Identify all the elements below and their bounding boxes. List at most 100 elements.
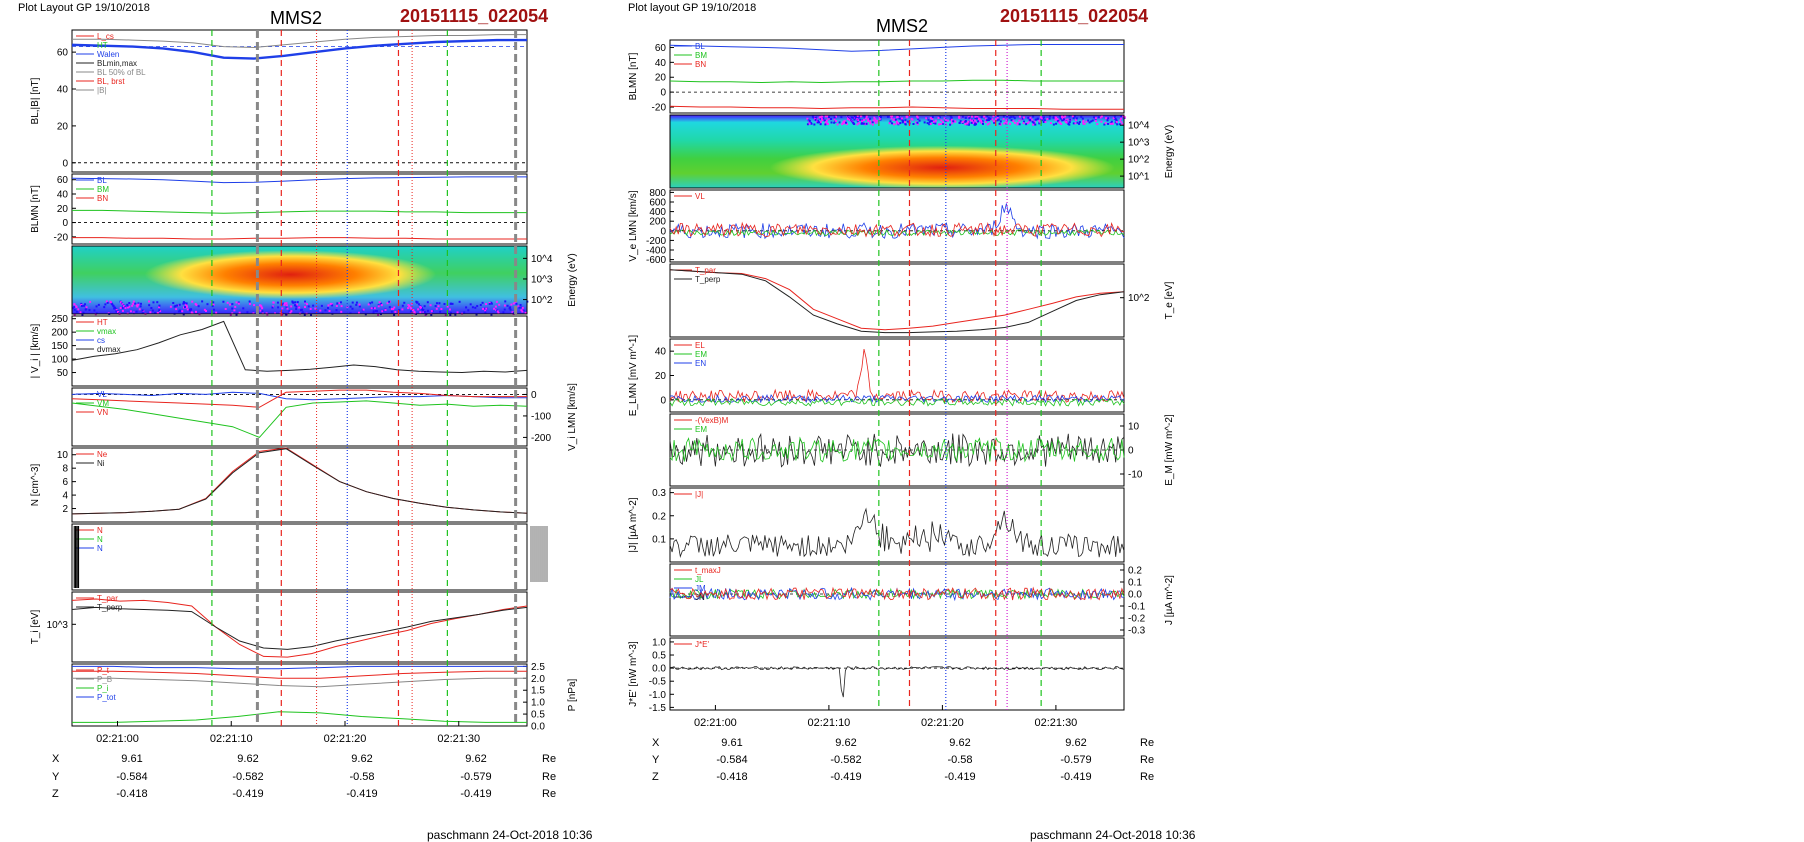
left-y-tick-label: 60	[57, 48, 69, 59]
left-position-unit: Re	[542, 753, 556, 765]
left-y-tick-label: 200	[51, 328, 68, 339]
right-spectrogram-noise-pixel	[1073, 115, 1076, 118]
right-spectrogram-noise-pixel	[902, 120, 905, 123]
left-position-value: -0.579	[460, 771, 491, 783]
left-x-tick-label: 02:21:00	[96, 733, 139, 745]
right-y-tick-label: 10^2	[1128, 155, 1150, 166]
right-spectrogram-noise-pixel	[895, 122, 898, 125]
left-spectrogram-noise-pixel	[373, 307, 376, 310]
left-spectrogram-noise-pixel	[277, 306, 280, 309]
left-panel-p	[71, 663, 528, 727]
right-spectrogram-noise-pixel	[1057, 120, 1060, 123]
right-spectrogram-noise-pixel	[869, 117, 872, 120]
right-spectrogram-noise-pixel	[1120, 121, 1123, 124]
right-spectrogram-noise-pixel	[1106, 119, 1109, 122]
right-position-value: -0.58	[947, 754, 972, 766]
left-spectrogram-noise-pixel	[119, 306, 122, 309]
right-spectrogram-noise-pixel	[971, 119, 974, 122]
right-spectrogram-noise-pixel	[904, 119, 907, 122]
left-spectrogram-noise-pixel	[485, 303, 488, 306]
left-position-row-label: X	[52, 753, 60, 765]
left-spectrogram-noise-pixel	[482, 307, 485, 310]
left-spectrogram-noise-pixel	[444, 313, 447, 316]
right-spectrogram-noise-pixel	[895, 120, 898, 123]
left-series-vi	[71, 320, 528, 374]
left-spectrogram-noise-pixel	[88, 309, 91, 312]
right-spectrogram-noise-pixel	[926, 122, 929, 125]
right-spectrogram-noise-pixel	[874, 121, 877, 124]
right-spectrogram-noise-pixel	[999, 120, 1002, 123]
left-panel-spec	[71, 245, 529, 316]
right-spectrogram-noise-pixel	[1005, 119, 1008, 122]
right-spectrogram-noise-pixel	[1097, 116, 1100, 119]
right-position-value: -0.584	[716, 754, 747, 766]
left-spectrogram-noise-pixel	[372, 310, 375, 313]
right-spectrogram-noise-pixel	[983, 115, 986, 118]
right-spectrogram-noise-pixel	[819, 117, 822, 120]
left-spectrogram-noise-pixel	[502, 311, 505, 314]
right-spectrogram-noise-pixel	[1060, 123, 1063, 126]
left-spectrogram-noise-pixel	[132, 302, 135, 305]
right-spectrogram-noise-pixel	[1018, 115, 1021, 118]
left-spectrogram-noise-pixel	[514, 301, 517, 304]
left-series-bm	[72, 209, 527, 214]
left-spectrogram-noise-pixel	[237, 302, 240, 305]
left-spectrogram-noise-pixel	[392, 307, 395, 310]
left-spectrogram-noise-pixel	[204, 309, 207, 312]
right-y-tick-label: 200	[649, 217, 666, 228]
right-spectrogram-noise-pixel	[856, 115, 859, 118]
right-spectrogram-noise-pixel	[899, 122, 902, 125]
right-spectrogram-noise-pixel	[904, 121, 907, 124]
left-spectrogram-noise-pixel	[465, 306, 468, 309]
right-y-tick-label: -0.3	[1128, 626, 1146, 637]
right-spectrogram-noise-pixel	[1049, 122, 1052, 125]
right-position-value: -0.418	[716, 771, 747, 783]
right-spectrogram-noise-pixel	[918, 119, 921, 122]
left-position-value: 9.61	[121, 753, 142, 765]
left-spectrogram-noise-pixel	[75, 310, 78, 313]
right-spectrogram-noise-pixel	[925, 117, 928, 120]
right-spectrogram-noise-pixel	[1056, 118, 1059, 121]
right-spectrogram-noise-pixel	[1087, 119, 1090, 122]
left-spectrogram-noise-pixel	[509, 306, 512, 309]
right-spectrogram-noise-pixel	[828, 116, 831, 119]
left-legend-entry: dvmax	[97, 345, 121, 354]
right-spectrogram-noise-pixel	[997, 118, 1000, 121]
right-spectrogram-noise-pixel	[1003, 122, 1006, 125]
left-spectrogram-noise-pixel	[467, 309, 470, 312]
right-panel-te	[669, 263, 1125, 338]
left-spectrogram-noise-pixel	[303, 306, 306, 309]
right-spectrogram-noise-pixel	[942, 122, 945, 125]
left-spectrogram-noise-pixel	[493, 307, 496, 310]
right-spectrogram-noise-pixel	[819, 123, 822, 126]
left-spectrogram-noise-pixel	[307, 305, 310, 308]
left-panel-frame	[71, 245, 528, 315]
right-spectrogram-noise-pixel	[1016, 121, 1019, 124]
left-spectrogram-noise-pixel	[521, 306, 524, 309]
right-spectrogram-noise-pixel	[1012, 115, 1015, 118]
right-spectrogram-noise-pixel	[987, 119, 990, 122]
left-spectrogram-noise-pixel	[384, 308, 387, 311]
right-y-tick-label: 0.1	[652, 534, 666, 545]
left-spectrogram-noise-pixel	[248, 302, 251, 305]
left-spectrogram-noise-pixel	[141, 309, 144, 312]
right-spectrogram-noise-pixel	[1031, 120, 1034, 123]
right-spectrogram-noise-pixel	[950, 118, 953, 121]
right-panel-j	[669, 487, 1125, 563]
left-spectrogram-noise-pixel	[324, 309, 327, 312]
right-spectrogram-noise-pixel	[980, 116, 983, 119]
right-y-axis-label: V_e LMN [km/s]	[628, 190, 639, 261]
left-y-tick-label: 40	[57, 190, 69, 201]
left-spectrogram-noise-pixel	[379, 302, 382, 305]
right-spectrogram-noise-pixel	[856, 123, 859, 126]
right-spectrogram-noise-pixel	[1061, 119, 1064, 122]
left-spectrogram-noise-pixel	[456, 311, 459, 314]
left-spectrogram-noise-pixel	[103, 306, 106, 309]
left-spectrogram-noise-pixel	[479, 303, 482, 306]
right-y-tick-label: 0.5	[652, 651, 666, 662]
right-legend-entry: EM	[695, 350, 707, 359]
left-spectrogram-noise-pixel	[349, 305, 352, 308]
right-spectrogram-noise-pixel	[857, 115, 860, 118]
right-spectrogram-noise-pixel	[871, 121, 874, 124]
right-spectrogram-noise-pixel	[932, 120, 935, 123]
